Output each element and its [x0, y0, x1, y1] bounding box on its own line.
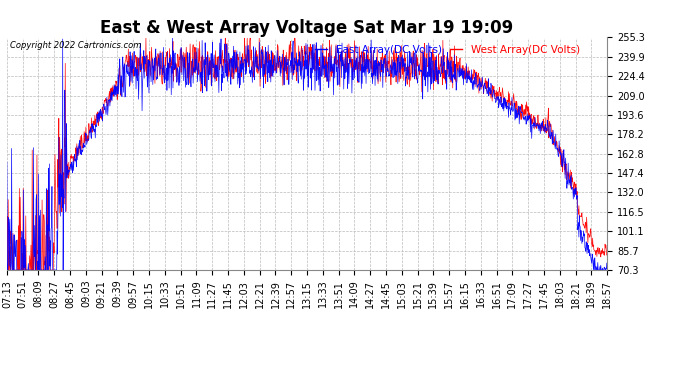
Legend: East Array(DC Volts), West Array(DC Volts): East Array(DC Volts), West Array(DC Volt… [310, 40, 584, 59]
Text: Copyright 2022 Cartronics.com: Copyright 2022 Cartronics.com [10, 41, 141, 50]
Title: East & West Array Voltage Sat Mar 19 19:09: East & West Array Voltage Sat Mar 19 19:… [101, 20, 513, 38]
